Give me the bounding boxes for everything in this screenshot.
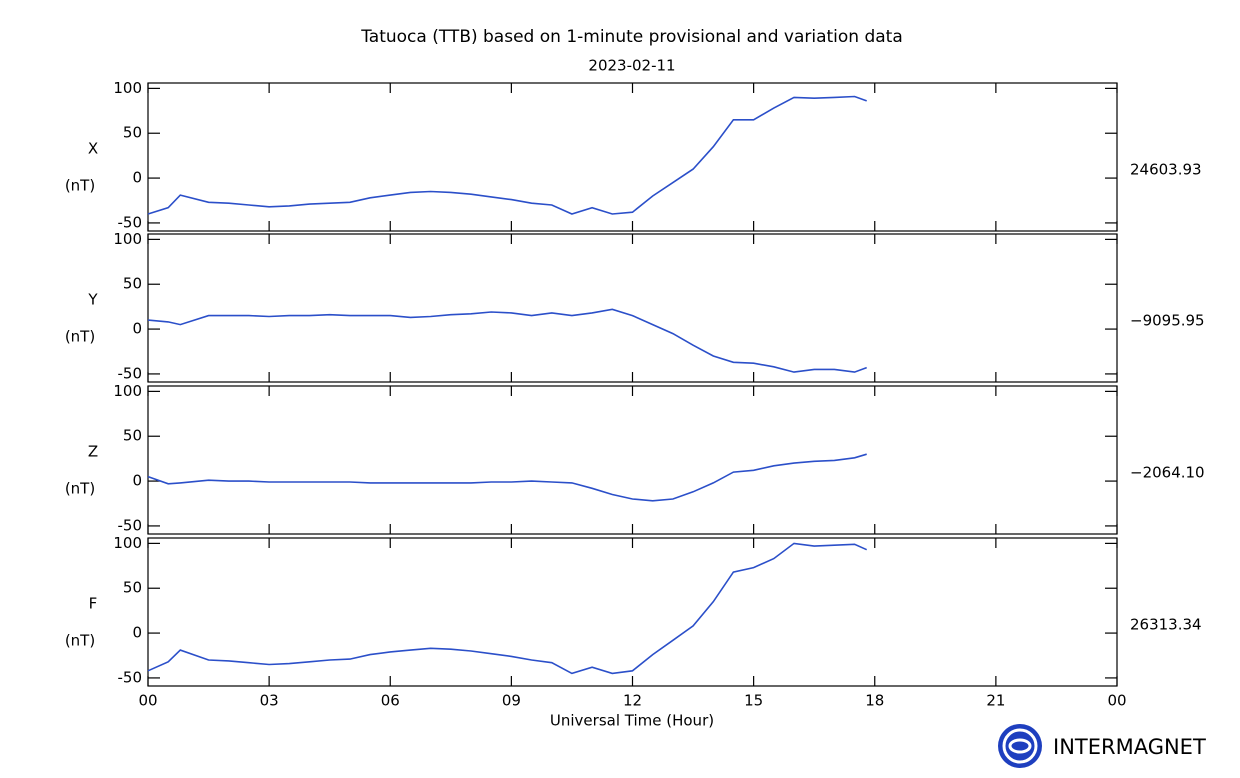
- x-tick-label: 18: [865, 692, 884, 710]
- y-tick-label: 100: [113, 230, 142, 248]
- baseline-value: 26313.34: [1130, 616, 1202, 634]
- y-tick-label: -50: [118, 213, 143, 231]
- x-tick-label: 21: [986, 692, 1005, 710]
- y-axis-label: X: [88, 140, 98, 158]
- y-axis-unit: (nT): [65, 480, 95, 498]
- plot-frame: [147, 385, 1118, 535]
- y-tick-label: -50: [118, 668, 143, 686]
- y-tick-label: 0: [132, 320, 142, 338]
- x-tick-label: 03: [260, 692, 279, 710]
- data-line: [147, 542, 868, 675]
- baseline-value: −2064.10: [1130, 464, 1205, 482]
- y-axis-unit: (nT): [65, 328, 95, 346]
- logo: INTERMAGNET: [998, 724, 1206, 768]
- x-axis-label: Universal Time (Hour): [550, 712, 714, 730]
- x-tick-label: 00: [1107, 692, 1126, 710]
- y-tick-label: 50: [123, 427, 142, 445]
- y-axis-unit: (nT): [65, 632, 95, 650]
- y-axis-label: F: [89, 595, 98, 613]
- y-tick-label: 50: [123, 275, 142, 293]
- baseline-value: 24603.93: [1130, 161, 1202, 179]
- chart-title: Tatuoca (TTB) based on 1-minute provisio…: [360, 27, 903, 47]
- y-axis-unit: (nT): [65, 177, 95, 195]
- y-tick-label: 0: [132, 472, 142, 490]
- y-tick-label: 50: [123, 579, 142, 597]
- x-tick-label: 06: [381, 692, 400, 710]
- y-tick-label: -50: [118, 516, 143, 534]
- y-tick-label: -50: [118, 364, 143, 382]
- y-tick-label: 100: [113, 534, 142, 552]
- y-tick-label: 0: [132, 169, 142, 187]
- y-axis-label: Z: [88, 443, 98, 461]
- plot-frame: [147, 82, 1118, 232]
- chart-subtitle: 2023-02-11: [588, 57, 675, 75]
- data-line: [147, 95, 867, 215]
- logo-text: INTERMAGNET: [1053, 735, 1206, 759]
- y-tick-label: 100: [113, 79, 142, 97]
- data-line: [147, 453, 867, 502]
- data-line: [147, 308, 867, 373]
- y-tick-label: 0: [132, 624, 142, 642]
- x-tick-label: 09: [502, 692, 521, 710]
- y-tick-label: 50: [123, 124, 142, 142]
- x-tick-label: 00: [138, 692, 157, 710]
- x-tick-label: 12: [623, 692, 642, 710]
- plot-frame: [147, 233, 1118, 383]
- y-axis-label: Y: [87, 291, 98, 309]
- y-tick-label: 100: [113, 382, 142, 400]
- baseline-value: −9095.95: [1130, 312, 1205, 330]
- x-tick-label: 15: [744, 692, 763, 710]
